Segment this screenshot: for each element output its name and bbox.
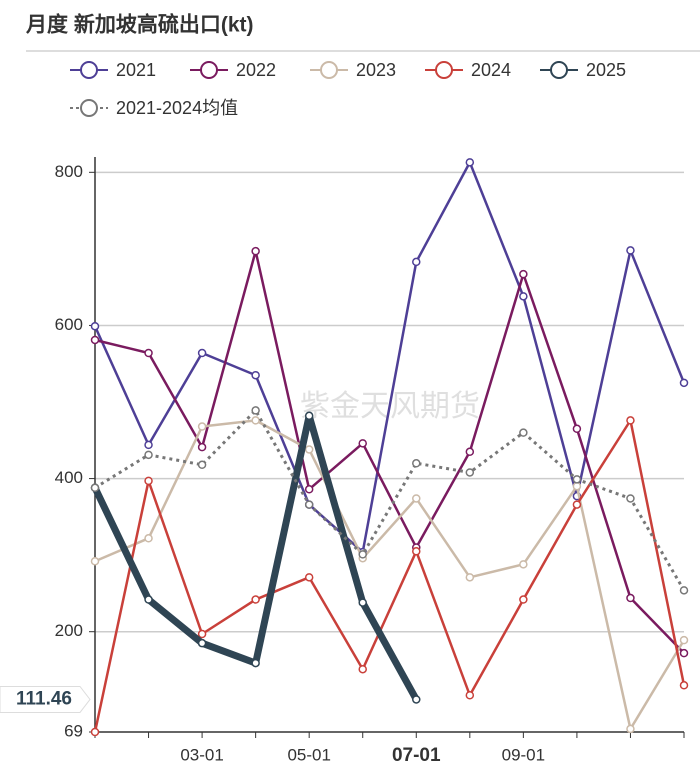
data-point [679, 635, 689, 645]
x-tick-label: 09-01 [502, 745, 545, 764]
data-point [465, 690, 475, 700]
data-point [304, 445, 314, 454]
data-point [90, 335, 100, 345]
data-point [251, 370, 260, 380]
x-tick-label: 03-01 [180, 745, 223, 764]
series-line [93, 419, 686, 733]
legend-marker [550, 61, 568, 79]
data-point [358, 550, 367, 559]
data-point [197, 460, 207, 470]
data-point [197, 348, 207, 358]
data-point [679, 378, 689, 388]
data-point [90, 321, 100, 331]
y-tick-label: 200 [55, 621, 83, 640]
pointer-label: 111.46 [16, 689, 72, 710]
legend-label: 2021-2024均值 [116, 98, 238, 118]
data-point [144, 476, 153, 486]
legend-marker [320, 61, 338, 79]
data-point [90, 557, 100, 566]
data-point [251, 246, 260, 256]
data-point [626, 416, 635, 425]
data-point [358, 664, 367, 674]
legend-marker [435, 61, 453, 79]
data-point [626, 494, 635, 503]
data-point [572, 475, 582, 484]
data-point [251, 416, 260, 425]
legend-label: 2023 [356, 60, 396, 80]
pointer-box [0, 685, 91, 713]
data-point [197, 422, 207, 431]
data-point [626, 246, 635, 255]
data-point [197, 638, 207, 648]
data-point [90, 727, 100, 737]
data-point [251, 406, 260, 415]
legend-label: 2021 [116, 60, 156, 80]
legend-label: 2022 [236, 60, 276, 80]
data-point [572, 500, 582, 509]
data-point [358, 439, 367, 448]
data-point [679, 586, 689, 595]
data-point [412, 494, 421, 503]
data-point [144, 595, 153, 604]
data-point [358, 598, 367, 607]
chart-title: 月度 新加坡高硫出口(kt) [25, 13, 254, 37]
data-point [626, 724, 635, 734]
data-point [519, 428, 528, 437]
series-line [94, 419, 686, 731]
data-point [679, 648, 689, 658]
y-tick-label: 69 [64, 721, 83, 740]
data-point [144, 534, 153, 543]
data-point [251, 595, 260, 604]
x-tick-label: 07-01 [392, 745, 441, 766]
data-point [251, 658, 260, 668]
data-point [304, 500, 314, 509]
data-point [412, 695, 421, 704]
series-line [94, 408, 686, 592]
data-point [412, 459, 421, 468]
data-point [304, 411, 314, 421]
data-point [412, 257, 421, 267]
data-point [519, 292, 528, 301]
legend-marker [80, 99, 98, 117]
data-point [197, 442, 207, 452]
legend-marker [200, 61, 218, 79]
data-point [519, 269, 528, 279]
data-point [572, 424, 582, 434]
data-point [144, 348, 153, 358]
data-point [519, 595, 528, 604]
data-point [465, 447, 475, 457]
data-point [412, 547, 421, 556]
x-tick-label: 05-01 [287, 745, 330, 764]
data-point [519, 560, 528, 569]
y-tick-label: 400 [55, 468, 83, 487]
data-point [679, 681, 689, 690]
data-point [465, 468, 475, 477]
data-point [465, 158, 475, 167]
legend-marker [80, 61, 98, 79]
data-point [144, 450, 153, 460]
data-point [626, 593, 635, 603]
y-tick-label: 600 [55, 315, 83, 334]
data-point [304, 573, 314, 582]
legend-label: 2024 [471, 60, 511, 80]
data-point [197, 629, 207, 639]
series-line [94, 249, 685, 655]
data-point [90, 483, 100, 493]
data-point [465, 573, 475, 582]
data-point [572, 481, 582, 491]
legend-label: 2025 [586, 60, 626, 80]
data-point [304, 485, 314, 494]
y-tick-label: 800 [55, 162, 83, 181]
data-point [144, 440, 153, 450]
